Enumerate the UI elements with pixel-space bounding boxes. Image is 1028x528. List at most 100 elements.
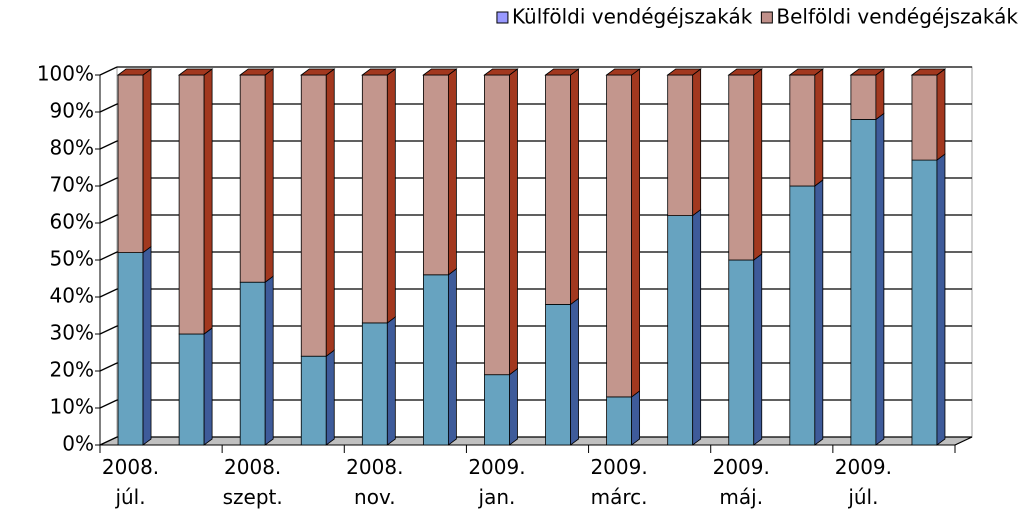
bar-top	[422, 68, 458, 76]
bar-top	[849, 68, 886, 76]
bar-segment	[117, 252, 144, 446]
bar-side	[570, 68, 579, 306]
bar-segment	[178, 74, 205, 335]
bar-side	[264, 68, 274, 284]
y-tick-label: 100%	[37, 62, 94, 86]
bar-segment	[545, 74, 571, 305]
x-axis-back	[954, 436, 973, 446]
floor	[99, 436, 973, 446]
y-tick-label: 50%	[50, 247, 94, 271]
y-tick-label: 30%	[50, 321, 94, 345]
bar-side	[692, 208, 702, 446]
bar-segment	[300, 74, 327, 357]
bar-segment	[606, 74, 633, 398]
x-tick-label: 2009. márc.	[590, 455, 648, 509]
bar-side	[570, 297, 579, 446]
y-tick-label: 0%	[62, 432, 94, 456]
bar-top	[300, 68, 336, 76]
bar-segment	[484, 74, 510, 376]
grid-line-side	[99, 103, 118, 113]
bar-segment	[667, 215, 694, 446]
bar-segment	[789, 185, 816, 446]
bar-top	[361, 68, 397, 76]
bar-segment	[850, 119, 877, 446]
bar-segment	[545, 303, 571, 446]
bar-segment	[911, 159, 938, 446]
bar-segment	[422, 74, 449, 276]
bar-segment	[117, 74, 144, 254]
bar-side	[875, 112, 885, 446]
legend-swatch	[496, 11, 509, 24]
bar-side	[814, 68, 824, 187]
bar-segment	[911, 74, 938, 161]
bar-side	[936, 153, 946, 446]
bar-top	[483, 68, 519, 76]
bar-side	[692, 68, 702, 217]
grid-line-side	[99, 325, 118, 335]
bar-side	[753, 253, 763, 446]
bar-side	[814, 179, 824, 446]
y-tick-label: 80%	[50, 136, 94, 160]
y-tick-label: 40%	[50, 284, 94, 308]
x-tick-label: 2009. júl.	[834, 455, 893, 509]
bar-segment	[850, 74, 877, 120]
bar-top	[544, 68, 580, 76]
bar-side	[386, 68, 396, 324]
bar-side	[509, 367, 518, 446]
bar-side	[142, 68, 152, 254]
bar-segment	[728, 74, 755, 261]
x-tick-label: 2009. jan.	[468, 455, 526, 509]
x-tick-label: 2008. júl.	[101, 455, 160, 509]
x-tick-label: 2008. nov.	[346, 455, 404, 509]
bar-segment	[667, 74, 694, 217]
grid-line-side	[99, 251, 118, 261]
bar-segment	[300, 355, 327, 446]
bar-top	[727, 68, 763, 76]
x-tick-label: 2009. máj.	[712, 455, 770, 509]
bar-segment	[728, 259, 755, 446]
bar-segment	[361, 322, 388, 446]
bar-side	[325, 349, 335, 446]
grid-line-side	[99, 436, 118, 446]
bar-segment	[789, 74, 816, 187]
x-tick-label: 2008. szept.	[222, 455, 283, 509]
bar-side	[142, 245, 152, 446]
y-tick-label: 10%	[50, 395, 94, 419]
y-tick-label: 70%	[50, 173, 94, 197]
bar-top	[666, 68, 702, 76]
grid-line-side	[99, 214, 118, 224]
bar-segment	[422, 274, 449, 446]
bar-top	[788, 68, 825, 76]
bar-top	[116, 68, 153, 76]
bar-segment	[606, 396, 633, 446]
bar-top	[605, 68, 641, 76]
grid-line-side	[99, 288, 118, 298]
bar-side	[875, 68, 885, 121]
bar-side	[631, 68, 641, 398]
grid-line-side	[99, 177, 118, 187]
bar-side	[264, 275, 274, 446]
grid-line-side	[99, 399, 118, 409]
bar-side	[386, 316, 396, 446]
bar-segment	[239, 281, 266, 446]
bar-side	[509, 68, 518, 376]
bar-segment	[484, 374, 510, 446]
bar-side	[325, 68, 335, 358]
bar-side	[447, 267, 457, 446]
bar-top	[910, 68, 947, 76]
bar-side	[203, 327, 213, 446]
y-tick-label: 90%	[50, 99, 94, 123]
bar-side	[631, 390, 641, 446]
grid-line-side	[99, 66, 118, 76]
legend-swatch	[760, 11, 773, 24]
bar-top	[238, 68, 275, 76]
bar-segment	[178, 333, 205, 446]
bar-side	[936, 68, 946, 161]
y-tick-label: 20%	[50, 358, 94, 382]
bar-side	[753, 68, 763, 261]
legend-label: Külföldi vendégéjszakák	[512, 5, 753, 29]
bar-side	[447, 68, 457, 276]
bar-segment	[239, 74, 266, 283]
